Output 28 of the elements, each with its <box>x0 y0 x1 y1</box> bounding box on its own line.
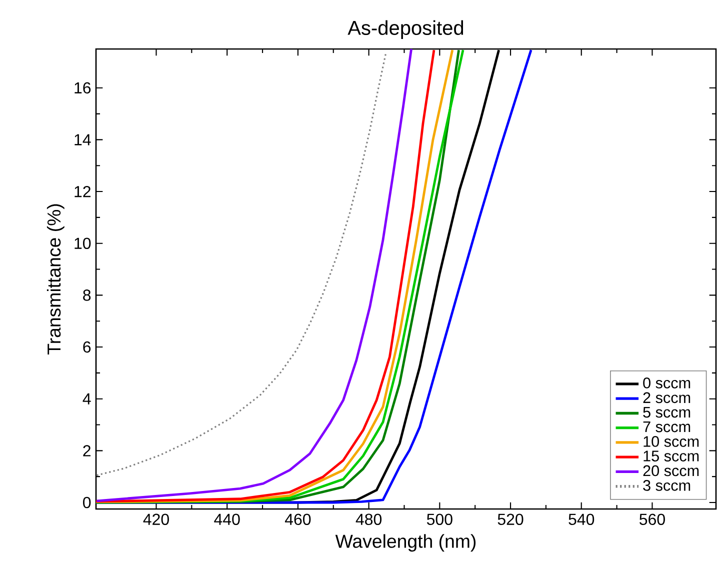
y-tick-label: 6 <box>83 341 91 353</box>
legend-label: 0 sccm <box>643 378 690 388</box>
y-tick-label: 14 <box>74 134 91 146</box>
y-tick-label: 10 <box>74 238 91 250</box>
y-tick-label: 16 <box>74 82 91 94</box>
legend-label: 15 sccm <box>644 450 699 462</box>
x-tick-label: 560 <box>640 514 665 526</box>
chart-title: As-deposited <box>348 20 464 39</box>
y-tick-label: 8 <box>83 290 91 301</box>
x-tick-label: 500 <box>426 514 452 526</box>
x-axis-title: Wavelength (nm) <box>335 534 476 552</box>
y-axis-title: Transmittance (%) <box>46 204 64 354</box>
y-tick-label: 2 <box>83 445 90 456</box>
legend-label: 10 sccm <box>644 436 699 447</box>
legend-label: 5 sccm <box>643 406 690 418</box>
x-tick-label: 520 <box>498 514 524 526</box>
x-tick-label: 460 <box>284 514 311 526</box>
legend-label: 20 sccm <box>643 465 699 476</box>
y-tick-label: 12 <box>74 186 90 198</box>
y-tick-label: 4 <box>82 393 91 404</box>
legend-label: 2 sccm <box>643 392 690 404</box>
x-tick-label: 420 <box>143 514 169 526</box>
x-tick-label: 440 <box>214 514 240 526</box>
x-tick-label: 480 <box>356 514 382 526</box>
legend-label: 7 sccm <box>643 422 690 432</box>
x-tick-label: 540 <box>568 514 594 526</box>
legend-label: 3 sccm <box>643 480 690 491</box>
y-tick-label: 0 <box>83 496 91 508</box>
